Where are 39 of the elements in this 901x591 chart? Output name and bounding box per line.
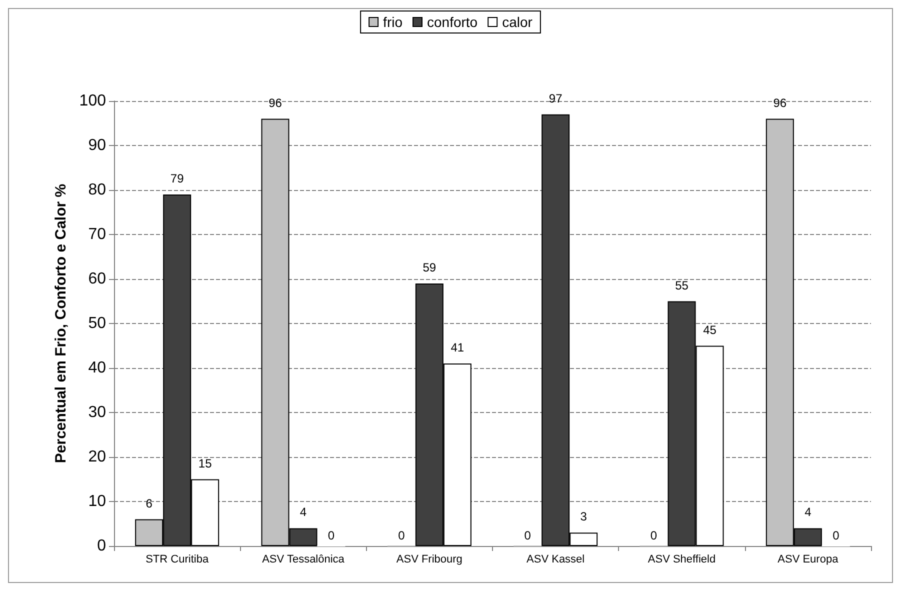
x-tick-label: ASV Fribourg bbox=[396, 554, 462, 566]
data-label: 0 bbox=[328, 528, 335, 542]
data-label: 97 bbox=[548, 91, 563, 106]
data-label: 0 bbox=[398, 528, 406, 542]
y-tick-label: 60 bbox=[88, 270, 106, 288]
legend-label: calor bbox=[502, 14, 533, 30]
y-tick-label: 70 bbox=[88, 226, 106, 243]
x-tick-label: ASV Europa bbox=[778, 554, 840, 566]
y-axis-title: Percentual em Frio, Conforto e Calor % bbox=[52, 184, 70, 464]
y-tick-label: 40 bbox=[88, 360, 106, 376]
y-tick-label: 20 bbox=[88, 448, 106, 466]
data-label: 96 bbox=[268, 96, 282, 110]
data-label: 55 bbox=[675, 278, 689, 292]
data-label: 79 bbox=[170, 171, 184, 186]
x-tick-label: ASV Tessalônica bbox=[262, 554, 346, 566]
data-label: 6 bbox=[146, 496, 153, 510]
data-label: 4 bbox=[300, 505, 307, 520]
data-label: 41 bbox=[450, 340, 464, 355]
y-tick-label: 100 bbox=[79, 92, 106, 110]
data-label: 0 bbox=[524, 528, 532, 542]
x-tick-label: ASV Sheffield bbox=[648, 554, 716, 566]
data-label: 3 bbox=[580, 510, 588, 524]
y-tick-label: 50 bbox=[88, 315, 106, 332]
x-tick-label: ASV Kassel bbox=[526, 554, 585, 566]
data-label: 0 bbox=[832, 528, 840, 542]
data-label: 15 bbox=[198, 456, 212, 470]
data-label: 45 bbox=[703, 322, 717, 337]
y-tick-label: 10 bbox=[88, 493, 106, 510]
data-label: 0 bbox=[650, 528, 658, 542]
y-tick-label: 0 bbox=[97, 538, 106, 554]
data-label: 4 bbox=[804, 505, 812, 520]
y-tick-label: 80 bbox=[88, 182, 106, 198]
data-label: 59 bbox=[422, 260, 436, 274]
y-tick-label: 90 bbox=[88, 137, 106, 154]
y-tick-label: 30 bbox=[88, 404, 106, 421]
x-tick-label: STR Curitiba bbox=[146, 554, 210, 566]
legend-label: conforto bbox=[427, 14, 478, 30]
data-label: 96 bbox=[773, 96, 787, 110]
legend-label: frio bbox=[383, 14, 403, 30]
